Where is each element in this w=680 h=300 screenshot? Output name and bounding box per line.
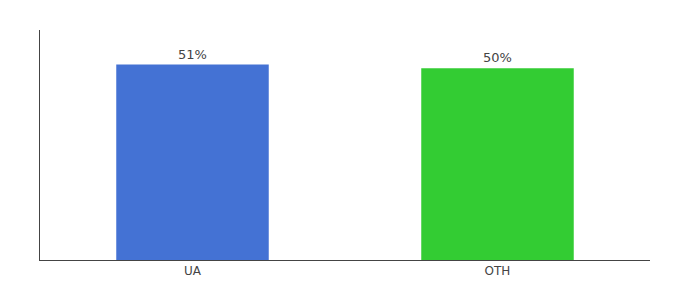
svg-text:51%: 51% xyxy=(178,47,207,62)
svg-text:OTH: OTH xyxy=(485,264,511,278)
svg-text:50%: 50% xyxy=(483,50,512,65)
svg-text:UA: UA xyxy=(184,264,202,278)
